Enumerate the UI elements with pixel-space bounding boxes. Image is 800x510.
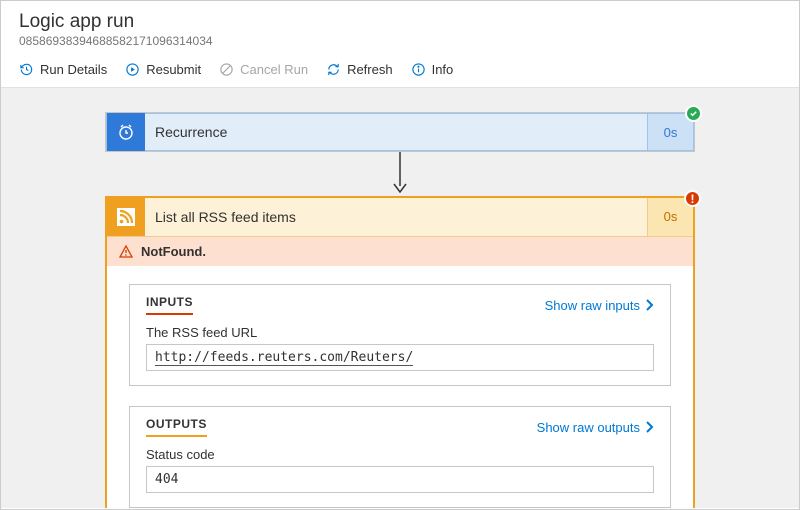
chevron-right-icon [644, 299, 654, 311]
rss-icon [107, 198, 145, 236]
cancel-icon [219, 62, 234, 77]
error-text: NotFound. [141, 244, 206, 259]
clock-icon [107, 113, 145, 151]
inputs-panel: INPUTS Show raw inputs The RSS feed URL … [129, 284, 671, 386]
recurrence-card[interactable]: Recurrence 0s [105, 112, 695, 152]
outputs-title: OUTPUTS [146, 417, 207, 437]
resubmit-button[interactable]: Resubmit [125, 62, 201, 77]
resubmit-icon [125, 62, 140, 77]
rss-title: List all RSS feed items [145, 209, 647, 225]
info-icon [411, 62, 426, 77]
status-code-value: 404 [146, 466, 654, 493]
error-row: NotFound. [107, 236, 693, 266]
recurrence-title: Recurrence [145, 124, 647, 140]
error-badge-icon: ! [684, 190, 701, 207]
warning-icon [119, 245, 133, 259]
rss-url-value: http://feeds.reuters.com/Reuters/ [146, 344, 654, 371]
cancel-run-button: Cancel Run [219, 62, 308, 77]
run-details-button[interactable]: Run Details [19, 62, 107, 77]
designer-canvas: Recurrence 0s ! [1, 88, 799, 508]
refresh-button[interactable]: Refresh [326, 62, 393, 77]
history-icon [19, 62, 34, 77]
recurrence-duration: 0s [647, 114, 693, 150]
connector-arrow [105, 152, 695, 196]
refresh-icon [326, 62, 341, 77]
run-id: 08586938394688582171096314034 [19, 34, 781, 48]
info-button[interactable]: Info [411, 62, 454, 77]
inputs-title: INPUTS [146, 295, 193, 315]
toolbar: Run Details Resubmit Cancel Run Refresh … [1, 52, 799, 88]
rss-card[interactable]: ! List all RSS feed items 0s [105, 196, 695, 508]
rss-url-label: The RSS feed URL [146, 325, 654, 340]
page-title: Logic app run [19, 11, 781, 33]
page-header: Logic app run 08586938394688582171096314… [1, 1, 799, 52]
status-code-label: Status code [146, 447, 654, 462]
outputs-panel: OUTPUTS Show raw outputs Status code 404 [129, 406, 671, 508]
chevron-right-icon [644, 421, 654, 433]
success-badge-icon [685, 105, 702, 122]
show-raw-inputs-link[interactable]: Show raw inputs [545, 298, 654, 313]
show-raw-outputs-link[interactable]: Show raw outputs [537, 420, 654, 435]
